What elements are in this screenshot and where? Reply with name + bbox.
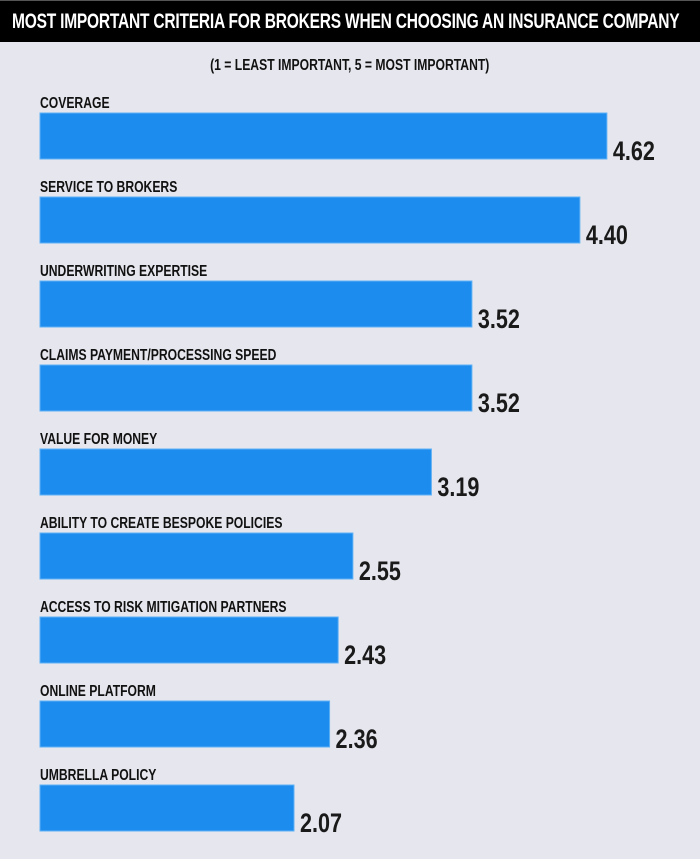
bar	[39, 364, 473, 412]
bar-row: ACCESS TO RISK MITIGATION PARTNERS 2.43	[39, 598, 386, 671]
category-label: UNDERWRITING EXPERTISE	[40, 262, 207, 280]
category-label: VALUE FOR MONEY	[40, 430, 158, 448]
category-label: ACCESS TO RISK MITIGATION PARTNERS	[40, 598, 286, 616]
bar	[39, 784, 295, 832]
bar-row: VALUE FOR MONEY 3.19	[39, 430, 479, 503]
bar	[39, 616, 339, 664]
bar	[39, 112, 608, 160]
bar-row: SERVICE TO BROKERS 4.40	[39, 178, 628, 251]
bar-row: ONLINE PLATFORM 2.36	[39, 682, 378, 755]
value-label: 2.43	[344, 641, 386, 671]
chart-title: MOST IMPORTANT CRITERIA FOR BROKERS WHEN…	[12, 10, 680, 33]
bar-row: CLAIMS PAYMENT/PROCESSING SPEED 3.52	[39, 346, 520, 419]
bar-row: COVERAGE 4.62	[39, 94, 655, 167]
value-label: 2.07	[300, 809, 342, 839]
bar-row: UNDERWRITING EXPERTISE 3.52	[39, 262, 520, 335]
category-label: CLAIMS PAYMENT/PROCESSING SPEED	[40, 346, 276, 364]
bar-row: UMBRELLA POLICY 2.07	[39, 766, 342, 839]
value-label: 3.19	[437, 473, 479, 503]
value-label: 3.52	[478, 305, 520, 335]
value-label: 2.55	[359, 557, 401, 587]
bar	[39, 532, 354, 580]
bar	[39, 448, 432, 496]
category-label: SERVICE TO BROKERS	[40, 178, 177, 196]
bar-row: ABILITY TO CREATE BESPOKE POLICIES 2.55	[39, 514, 401, 587]
chart-subtitle: (1 = LEAST IMPORTANT, 5 = MOST IMPORTANT…	[0, 57, 700, 75]
subtitle-text: (1 = LEAST IMPORTANT, 5 = MOST IMPORTANT…	[210, 57, 490, 74]
value-label: 4.62	[613, 137, 655, 167]
category-label: ABILITY TO CREATE BESPOKE POLICIES	[40, 514, 282, 532]
value-label: 3.52	[478, 389, 520, 419]
value-label: 2.36	[336, 725, 378, 755]
bar	[39, 196, 581, 244]
category-label: COVERAGE	[40, 94, 110, 112]
title-bar: MOST IMPORTANT CRITERIA FOR BROKERS WHEN…	[0, 0, 700, 42]
value-label: 4.40	[586, 221, 628, 251]
bar	[39, 700, 331, 748]
category-label: ONLINE PLATFORM	[40, 682, 156, 700]
category-label: UMBRELLA POLICY	[40, 766, 157, 784]
bar	[39, 280, 473, 328]
